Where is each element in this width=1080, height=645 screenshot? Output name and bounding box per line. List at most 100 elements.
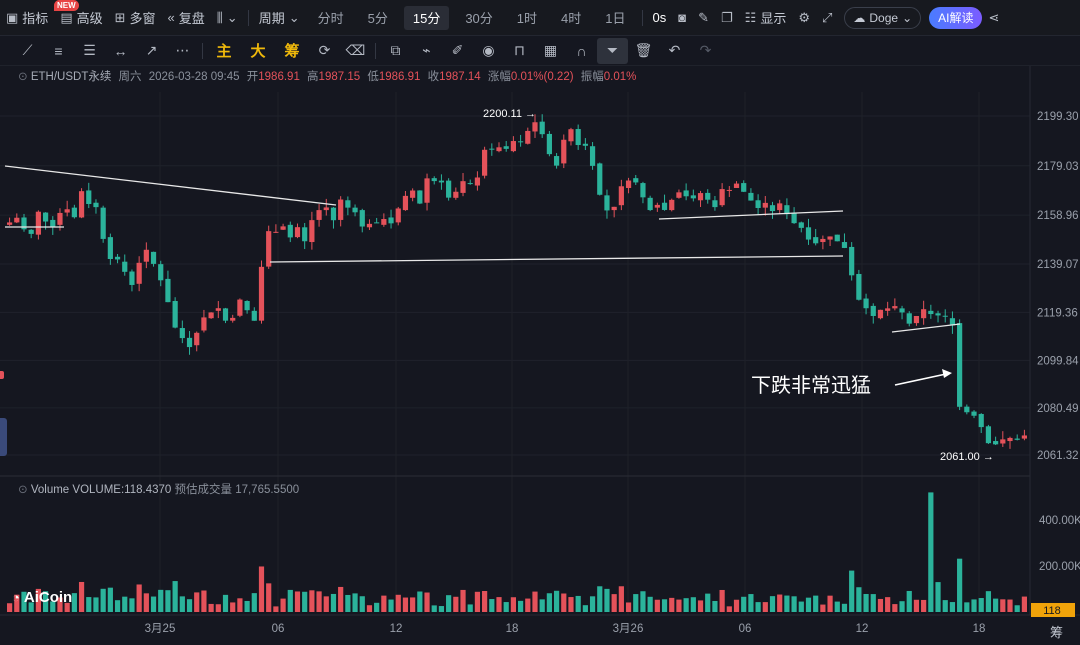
multi-window-button[interactable]: ⊞ 多窗 — [109, 0, 162, 36]
volume-bar — [705, 593, 711, 612]
lock-tool[interactable]: ⊓ — [504, 38, 535, 64]
more-tools[interactable]: ⋯ — [167, 38, 198, 64]
replay-button[interactable]: « 复盘 — [162, 0, 211, 36]
symbol-name[interactable]: ETH/USDT永续 — [30, 71, 112, 83]
copy-tool[interactable]: ⧉ — [380, 38, 411, 64]
volume-bar — [395, 594, 401, 612]
time-tick-label: 12 — [856, 623, 869, 635]
side-panel-toggle[interactable] — [0, 418, 7, 456]
candle-body — [1014, 438, 1020, 440]
candle-body — [913, 315, 920, 324]
ai-analysis-button[interactable]: AI解读 — [929, 6, 983, 29]
ray-tool[interactable]: ↗ — [136, 38, 167, 64]
undo-button[interactable]: ↶ — [659, 38, 690, 64]
share-button[interactable]: ⋖ — [982, 0, 1005, 36]
candle-body — [244, 301, 250, 311]
volume-bar — [525, 598, 531, 612]
settings-button[interactable]: ⚙ — [792, 0, 816, 36]
horizontal-line-tool[interactable]: ↔ — [105, 38, 136, 64]
horizontal-lines-tool[interactable]: ≡ — [43, 38, 74, 64]
fullscreen-button[interactable]: ⤢ — [816, 0, 838, 36]
filter-tool[interactable]: ⏷ — [597, 37, 628, 64]
time-tick-label: 3月25 — [145, 623, 176, 635]
annotation-arrow — [894, 373, 947, 386]
candle-body — [14, 217, 20, 223]
volume-bar — [856, 587, 862, 612]
period-button[interactable]: 周期 ⌄ — [253, 0, 306, 36]
indicator-button[interactable]: ▣ 指标 — [0, 0, 54, 36]
candle-body — [532, 122, 538, 132]
price-chart[interactable]: 2199.30 2179.03 2158.96 2139.07 2119.36 2099.… — [0, 66, 1080, 645]
volume-info: ⊙ Volume VOLUME:118.4370 预估成交量 17,765.55… — [18, 481, 299, 497]
candle-body — [6, 222, 13, 225]
chip-button[interactable]: 筹 — [284, 43, 300, 60]
candle-body — [820, 238, 826, 243]
share-window-button[interactable]: ❐ — [715, 0, 739, 36]
visibility-tool[interactable]: ◉ — [473, 38, 504, 64]
candle-body — [122, 261, 128, 272]
display-button[interactable]: ☷ 显示 — [739, 0, 793, 36]
screenshot-button[interactable]: ◙ — [672, 0, 692, 36]
low-value: 1986.91 — [378, 71, 421, 83]
line-icon: ⟋ — [22, 42, 33, 58]
chip-distribution-button[interactable]: 筹 — [1050, 625, 1064, 640]
high-price-marker: 2200.11 → — [483, 108, 536, 120]
volume-bar — [777, 594, 783, 612]
big-order-button[interactable]: 大 — [250, 43, 266, 60]
tab-timeframe-30m[interactable]: 30分 — [465, 11, 493, 26]
volume-bar — [1021, 596, 1028, 612]
template-tool[interactable]: ▦ — [535, 38, 566, 64]
candle-body — [993, 441, 999, 445]
candle-body — [179, 328, 185, 339]
delete-tool[interactable]: 🗑 — [628, 38, 659, 64]
volume-bar — [143, 593, 149, 612]
volume-bar — [510, 597, 517, 612]
pencil-icon: ✎ — [698, 9, 709, 25]
volume-bar — [460, 589, 466, 612]
grid-icon: ⊞ — [114, 9, 126, 25]
coin-selector[interactable]: ☁ Doge ⌄ — [844, 6, 922, 29]
candle-body — [359, 210, 365, 227]
volume-bar — [1014, 605, 1020, 612]
volume-bar — [86, 597, 92, 612]
erase-line-tool[interactable]: ⌫ — [340, 38, 371, 64]
price-tick-label: 2080.49 — [1037, 403, 1079, 415]
countdown[interactable]: 0s — [652, 10, 667, 25]
magnet-tool[interactable]: ∩ — [566, 38, 597, 64]
volume-bar — [28, 602, 34, 612]
volume-bar — [719, 589, 725, 612]
volume-bar — [741, 596, 747, 612]
tab-timeframe-1h[interactable]: 1时 — [516, 11, 538, 26]
advanced-button[interactable]: ▤ 高级 — [54, 0, 108, 36]
eye-icon: ◉ — [482, 42, 495, 58]
candle-body — [906, 313, 912, 324]
tab-timeframe-5m[interactable]: 5分 — [367, 11, 388, 26]
brush-tool[interactable]: ✐ — [442, 38, 473, 64]
candle-body — [158, 264, 164, 281]
parallel-channel-tool[interactable]: ☰ — [74, 38, 105, 64]
edit-button[interactable]: ✎ — [692, 0, 715, 36]
main-indicator-button[interactable]: 主 — [216, 43, 232, 60]
candle-body — [194, 332, 200, 346]
tab-timeframe-1d[interactable]: 1日 — [605, 11, 626, 26]
volume-bar — [575, 595, 581, 612]
refresh-tool[interactable]: ⟳ — [309, 38, 340, 64]
volume-bar — [870, 594, 876, 612]
volume-bar — [431, 605, 437, 612]
volume-bar — [496, 597, 502, 612]
candle-body — [964, 406, 970, 413]
tab-timeframe-1m[interactable]: 分时 — [317, 11, 344, 26]
redo-button[interactable]: ↷ — [690, 38, 721, 64]
candle-body — [201, 317, 207, 331]
tab-timeframe-15m[interactable]: 15分 — [403, 5, 450, 30]
chart-type-button[interactable]: ⫼ ⌄ — [211, 0, 244, 36]
candle-body — [381, 219, 387, 225]
tab-timeframe-4h[interactable]: 4时 — [561, 11, 582, 26]
candle-body — [28, 229, 34, 234]
current-volume-tag-label: 118 — [1043, 605, 1061, 617]
low-price-marker: 2061.00 → — [940, 451, 994, 463]
ruler-tool[interactable]: ⌁ — [411, 38, 442, 64]
trendline-tool[interactable]: ⟋ — [12, 38, 43, 64]
volume-bar — [784, 595, 790, 612]
candle-body — [568, 129, 574, 142]
